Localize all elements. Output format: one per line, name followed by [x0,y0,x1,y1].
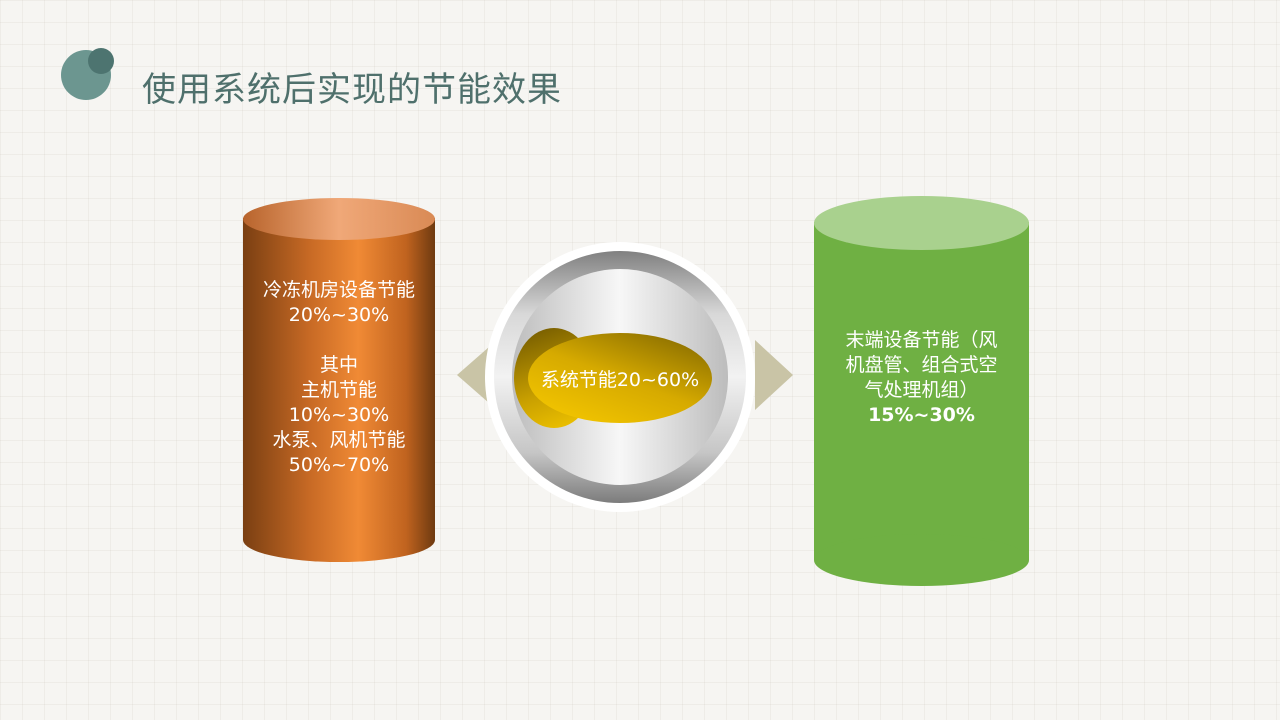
system-savings-label: 系统节能20~60% [528,333,712,423]
line: 冷冻机房设备节能 [262,279,415,301]
line: 主机节能 [300,379,377,401]
arrow-right-icon [755,340,793,410]
line: 气处理机组） [864,379,979,401]
line: 末端设备节能（风 [845,329,998,351]
terminal-equipment-text: 末端设备节能（风 机盘管、组合式空 气处理机组） 15%~30% [814,328,1029,428]
line: 水泵、风机节能 [272,429,406,451]
line: 20%~30% [288,304,390,326]
line: 50%~70% [288,454,390,476]
line: 10%~30% [288,404,390,426]
terminal-equipment-cylinder: 末端设备节能（风 机盘管、组合式空 气处理机组） 15%~30% [814,196,1029,586]
chiller-room-text: 冷冻机房设备节能 20%~30% 其中 主机节能 10%~30% 水泵、风机节能… [243,278,435,478]
logo-dot-icon [88,48,114,74]
line: 其中 [319,354,358,376]
line: 机盘管、组合式空 [845,354,998,376]
page-title: 使用系统后实现的节能效果 [142,70,562,110]
line: 15%~30% [868,404,975,426]
chiller-room-cylinder: 冷冻机房设备节能 20%~30% 其中 主机节能 10%~30% 水泵、风机节能… [243,198,435,562]
